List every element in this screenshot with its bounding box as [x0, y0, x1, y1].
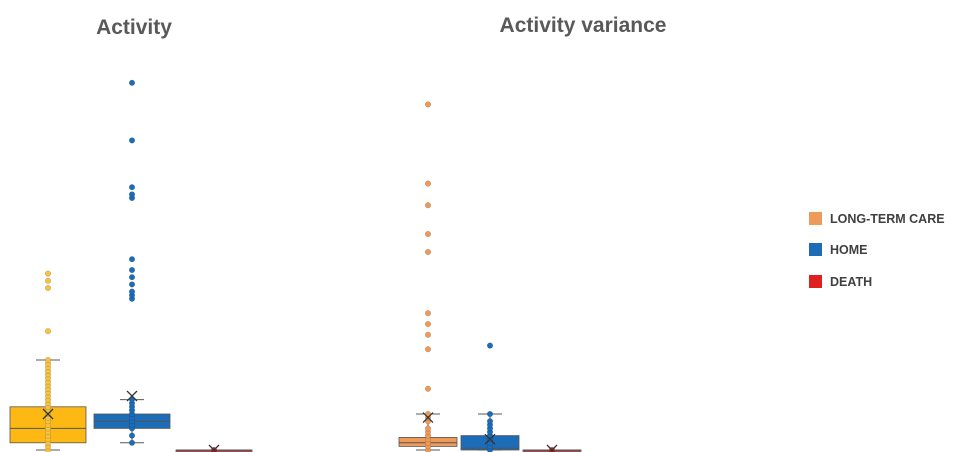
mean-marker-long-term-care	[42, 408, 54, 420]
legend-label-home: HOME	[830, 243, 868, 257]
data-point-home	[128, 288, 136, 295]
data-point-long-term-care	[44, 328, 52, 335]
data-point-home	[128, 439, 136, 446]
legend-swatch-death	[809, 275, 822, 288]
data-point-home	[128, 274, 136, 281]
panel-activity-variance	[398, 101, 582, 452]
mean-marker-home	[126, 390, 138, 402]
data-point-long-term-care	[424, 331, 432, 338]
data-point-long-term-care	[424, 425, 432, 432]
data-point-long-term-care	[424, 346, 432, 353]
data-point-long-term-care	[44, 270, 52, 277]
legend-label-death: DEATH	[830, 275, 872, 289]
chart-title-activity: Activity	[96, 16, 172, 39]
panel-activity	[9, 79, 253, 452]
data-point-long-term-care	[44, 284, 52, 292]
data-point-long-term-care	[44, 356, 52, 364]
data-point-home	[128, 281, 136, 288]
data-point-long-term-care	[424, 101, 432, 108]
data-point-home	[128, 184, 136, 191]
legend-swatch-home	[809, 243, 822, 256]
legend-label-long-term-care: LONG-TERM CARE	[830, 212, 945, 226]
data-point-home	[128, 191, 136, 198]
data-point-long-term-care	[424, 230, 432, 238]
data-point-home	[486, 410, 494, 418]
data-point-home	[486, 418, 494, 425]
data-point-long-term-care	[424, 248, 432, 256]
mean-marker-death	[546, 444, 558, 452]
data-point-home	[128, 256, 136, 263]
data-point-home	[128, 432, 136, 439]
data-point-home	[486, 342, 494, 349]
data-point-long-term-care	[424, 202, 432, 209]
mean-marker-long-term-care	[422, 412, 434, 424]
data-point-long-term-care	[44, 277, 52, 284]
mean-marker-death	[208, 444, 220, 452]
legend-swatch-long-term-care	[809, 212, 822, 225]
data-point-long-term-care	[424, 310, 432, 317]
mean-marker-home	[484, 433, 496, 445]
data-point-home	[128, 266, 136, 274]
chart-title-activity-variance: Activity variance	[500, 14, 667, 37]
data-point-long-term-care	[424, 180, 432, 187]
data-point-long-term-care	[424, 320, 432, 328]
data-point-home	[128, 137, 136, 144]
data-point-long-term-care	[424, 385, 432, 392]
data-point-home	[128, 79, 136, 86]
legend: LONG-TERM CARE HOME DEATH	[809, 212, 945, 289]
